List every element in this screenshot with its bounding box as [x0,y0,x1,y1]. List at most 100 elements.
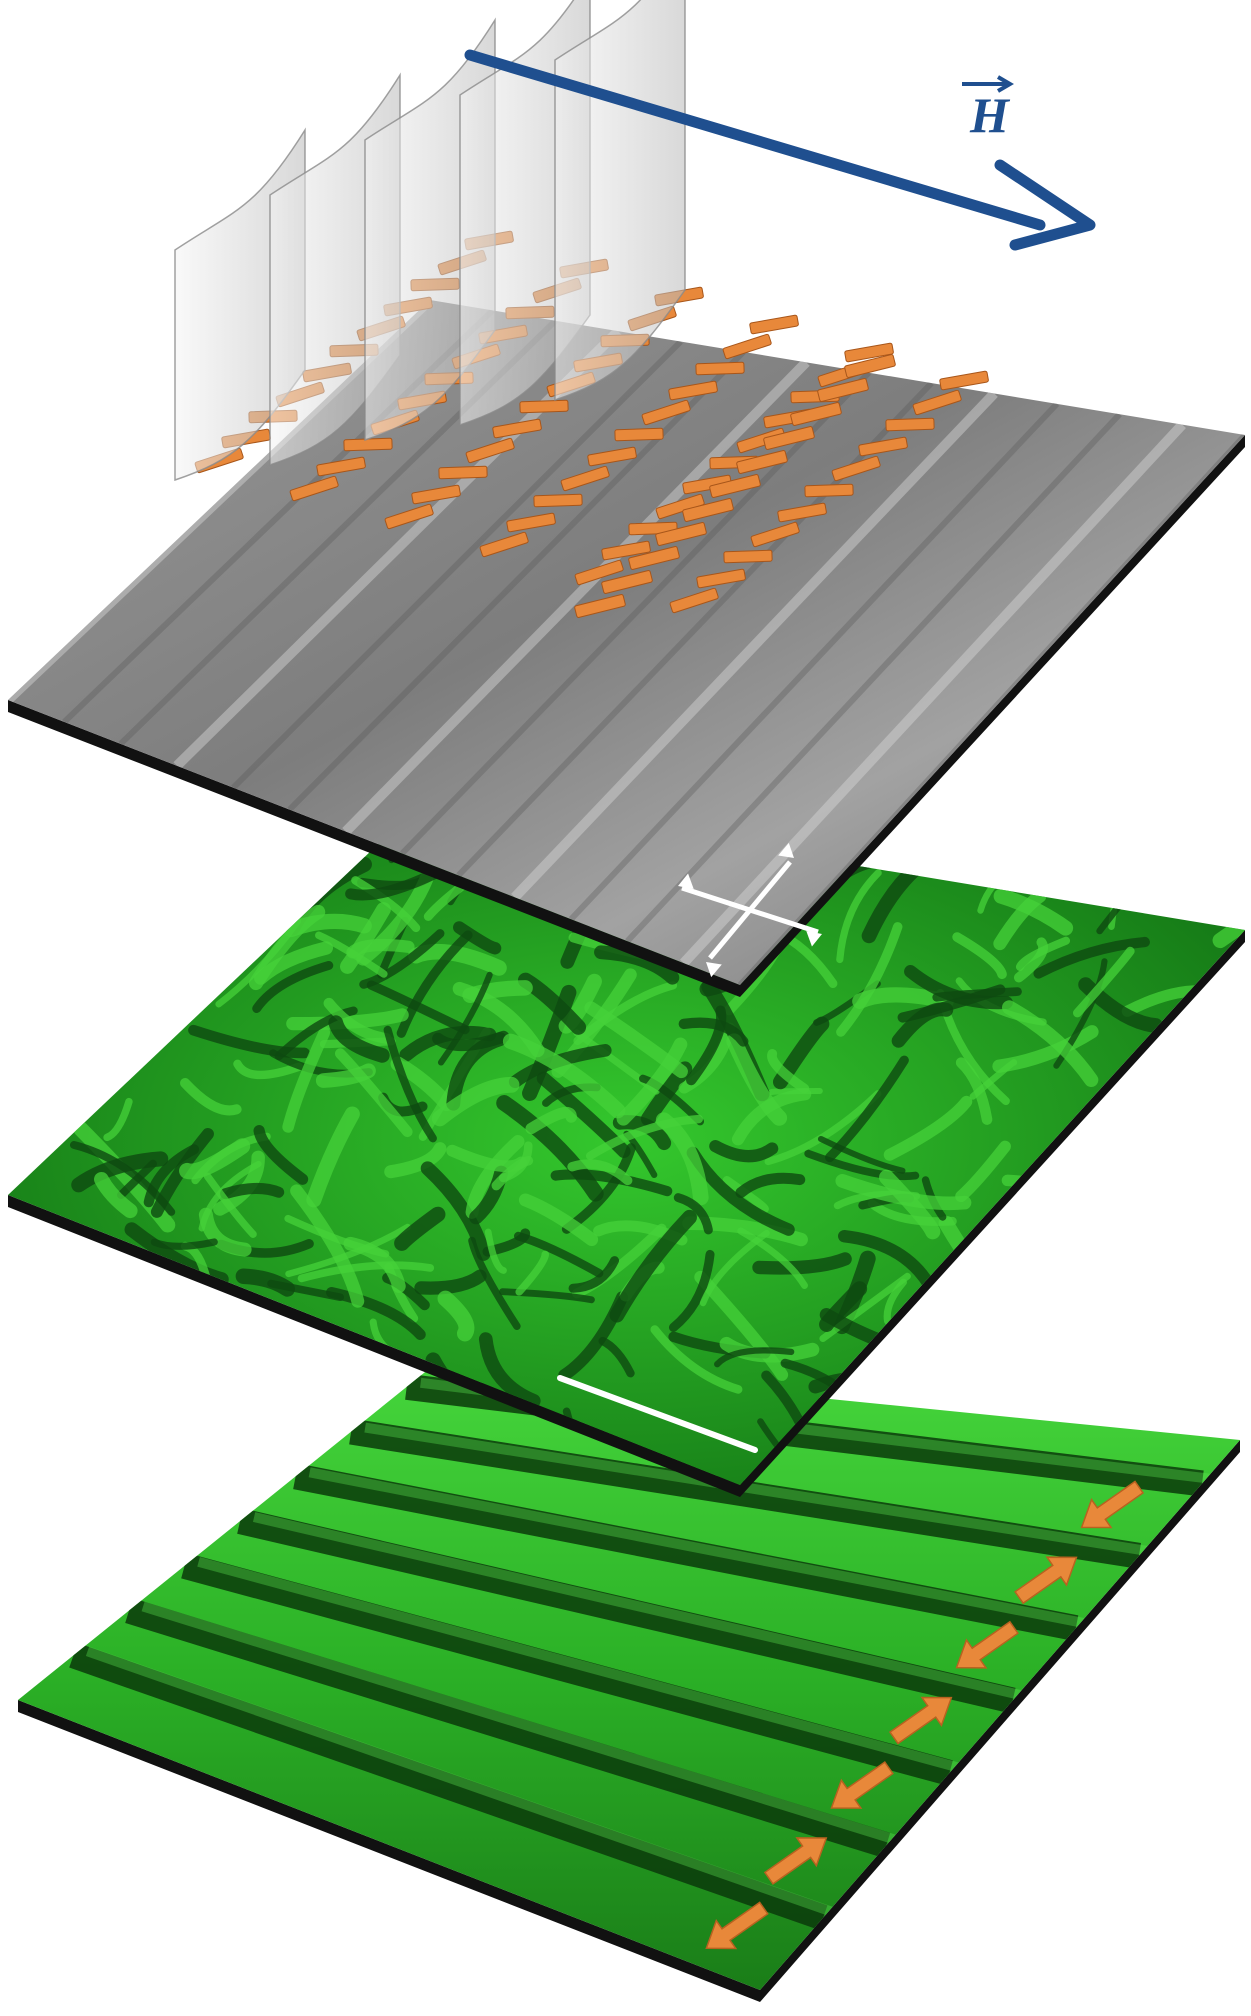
director-rod [749,314,799,335]
block-arrow-icon [830,1761,894,1809]
fiber [267,1279,345,1302]
streak [511,390,998,901]
director-rod [438,465,488,480]
fiber [993,888,1074,936]
fiber [585,1114,704,1161]
fiber [594,945,680,985]
polarizer-arrow-head-icon [806,930,822,947]
fiber [883,1095,973,1161]
fiber [686,1005,727,1086]
fiber [955,1057,993,1125]
fiber [334,1048,413,1138]
polarizer-arrow-head-icon [678,873,694,890]
fiber [714,1347,795,1368]
fiber [396,930,473,1038]
director-rod [492,418,542,439]
fiber [253,1125,309,1185]
fiber [188,1024,310,1059]
director-rod [682,498,734,522]
fiber [285,1223,411,1278]
director-rod [939,370,989,391]
director-rod [682,474,732,495]
fiber [722,1175,769,1214]
director-rod [655,522,707,546]
fiber [1001,1174,1122,1224]
director-rod [696,568,746,589]
fiber [709,1139,779,1163]
fiber [180,1077,242,1116]
fiber [1015,936,1071,971]
director-rod [587,446,637,467]
fiber [432,1030,510,1052]
director-rod [668,380,718,401]
fiber [323,997,392,1044]
fiber [1033,936,1150,979]
fiber [326,1286,426,1340]
director-rod [695,361,745,376]
director-rod [912,389,962,416]
director-rod [614,427,664,442]
fiber [817,1135,906,1174]
fiber [767,1048,810,1094]
fiber [639,1074,705,1126]
fiber [650,1325,743,1394]
fiber [598,1336,635,1378]
fiber [993,889,1047,951]
fiber [496,1095,604,1202]
stripe-highlight [252,1512,1028,1702]
fiber [328,1015,390,1063]
block-arrow-icon [1014,1556,1078,1605]
fiber [616,1037,688,1126]
fiber [452,981,545,1058]
fiber [668,1249,715,1332]
fiber [567,1159,633,1186]
transparent-pane [554,0,686,402]
fiber [431,1076,520,1127]
fiber [453,921,502,955]
block-arrow-icon [955,1620,1019,1669]
director-rod [817,378,869,402]
fiber [484,1228,507,1274]
stripe-groove [125,1598,891,1858]
director-rod [723,549,773,564]
director-rod [479,531,529,558]
director-rod [885,417,935,432]
block-arrow-icon [1080,1480,1145,1529]
fiber [498,1141,533,1183]
fiber [891,1002,954,1048]
block-arrow-icon [705,1901,769,1950]
fiber [879,1169,941,1240]
fiber [932,987,1022,1002]
stripe-highlight [85,1646,839,1919]
fiber [315,931,388,978]
fiber [768,1087,823,1096]
director-rod [655,493,705,520]
director-rod [411,484,461,505]
striped-layer-edge [18,1440,1240,2002]
fiber [655,1112,709,1206]
stripe-highlight [197,1556,965,1774]
streak [400,370,871,856]
streak [342,358,810,836]
fiber [478,1332,541,1408]
fiber [955,1140,1011,1203]
fiber [345,867,442,901]
director-rod [858,436,908,457]
director-rod [844,342,894,363]
director-rod [289,475,339,502]
director-rod [316,456,366,477]
fiber [515,1250,550,1296]
director-rod [641,399,691,426]
field-label: H [969,87,1011,143]
stripe-highlight [141,1601,902,1847]
fiber [383,1025,437,1143]
fiber [359,929,445,989]
fluorescence-layer [8,795,1245,1497]
fiber [150,1128,214,1218]
fiber [1072,946,1135,1018]
fiber [414,1269,487,1295]
director-rod [601,570,653,594]
fiber [804,1149,920,1181]
streak [231,339,683,790]
director-rod [601,540,651,561]
